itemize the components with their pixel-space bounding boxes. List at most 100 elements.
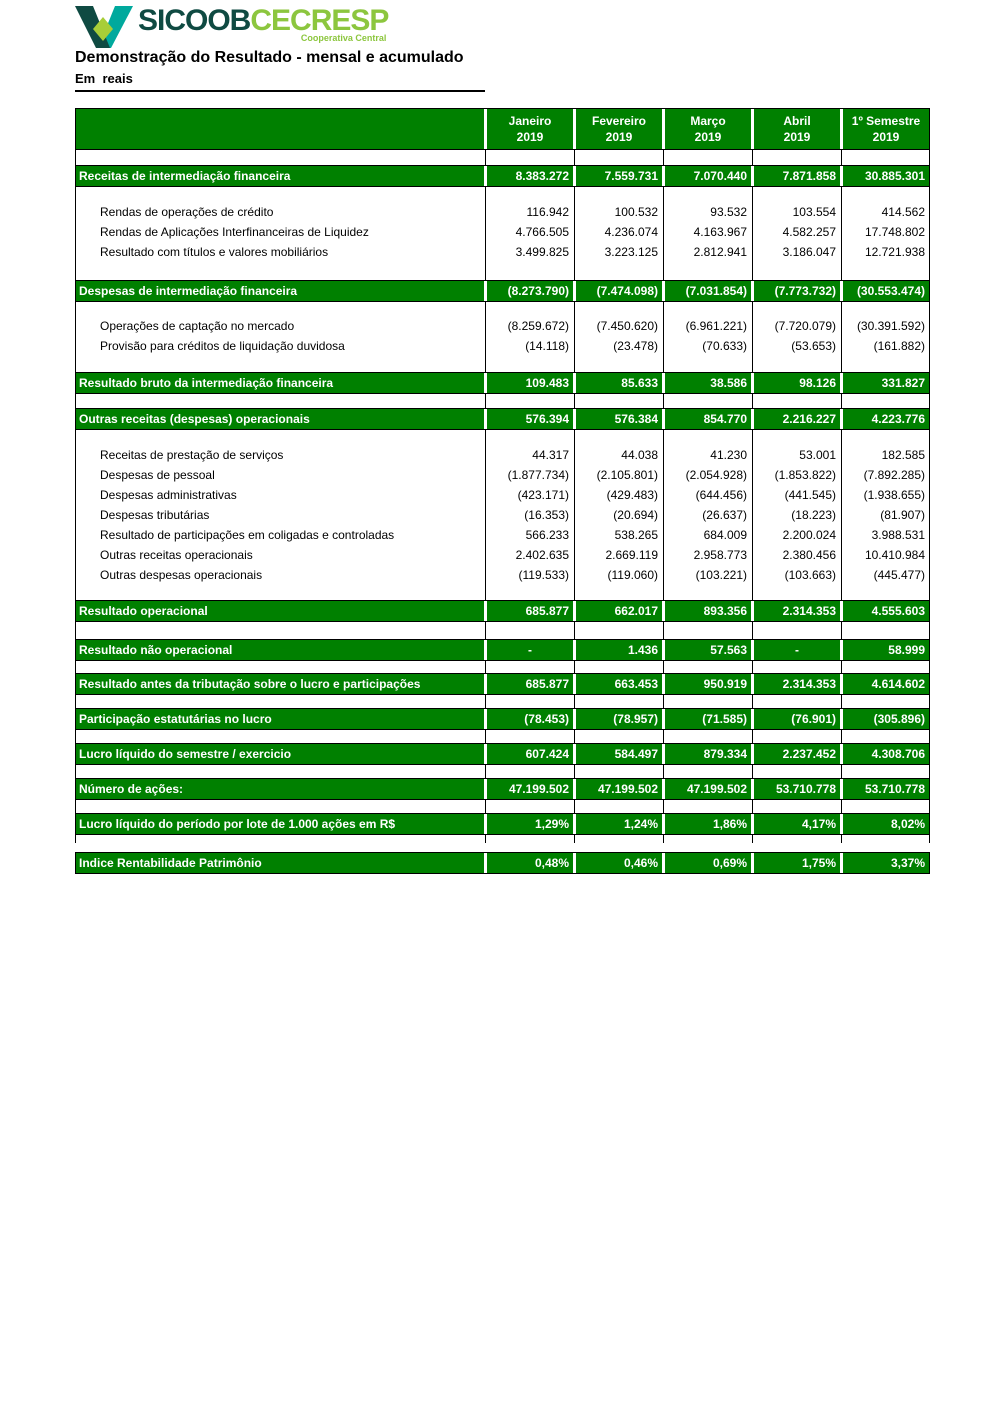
value-cell: 47.199.502 xyxy=(665,779,751,799)
column-separator xyxy=(840,674,843,694)
spacer-cell xyxy=(76,187,484,202)
brand-suffix-wrap: CECRESP Cooperativa Central xyxy=(250,4,389,43)
spacer-cell xyxy=(754,661,840,673)
value-cell: 2.958.773 xyxy=(693,548,747,562)
column-separator xyxy=(751,356,754,372)
column-separator xyxy=(751,779,754,799)
section-label: Resultado antes da tributação sobre o lu… xyxy=(76,674,484,694)
column-separator xyxy=(840,779,843,799)
value-cell: 53.710.778 xyxy=(843,779,929,799)
value-cell: 1,24% xyxy=(576,814,662,834)
column-separator xyxy=(662,222,665,242)
column-separator xyxy=(573,302,576,316)
spacer-cell xyxy=(487,394,573,408)
value-cell: 607.424 xyxy=(487,744,573,764)
header-label-cell xyxy=(76,109,484,149)
column-separator xyxy=(840,545,843,565)
column-separator xyxy=(573,409,576,429)
spacer-cell xyxy=(487,150,573,165)
value-cell: 44.317 xyxy=(532,448,569,462)
column-header-year: 2019 xyxy=(694,130,722,144)
column-separator xyxy=(662,765,665,778)
column-separator xyxy=(484,640,487,660)
column-header-month: Janeiro xyxy=(508,114,552,128)
column-separator xyxy=(662,166,665,186)
spacer-cell xyxy=(843,262,929,280)
detail-label: Operações de captação no mercado xyxy=(100,319,295,333)
value-cell: (2.105.801) xyxy=(596,468,658,482)
value-cell: 2.314.353 xyxy=(754,674,840,694)
column-separator xyxy=(840,585,843,600)
value-cell: 0,46% xyxy=(576,853,662,873)
column-separator xyxy=(573,744,576,764)
spacer-cell xyxy=(665,302,751,316)
section-row: Resultado bruto da intermediação finance… xyxy=(76,372,929,394)
detail-row: Outras despesas operacionais (119.533) (11… xyxy=(76,565,929,585)
column-separator xyxy=(840,853,843,873)
value-cell: 57.563 xyxy=(665,640,751,660)
value-cell: (2.054.928) xyxy=(685,468,747,482)
column-separator xyxy=(751,744,754,764)
column-separator xyxy=(662,835,665,843)
column-separator xyxy=(840,262,843,280)
value-cell: 662.017 xyxy=(576,601,662,621)
column-separator xyxy=(840,394,843,408)
column-separator xyxy=(751,485,754,505)
column-separator xyxy=(662,356,665,372)
value-cell: 4.766.505 xyxy=(515,225,569,239)
value-cell: 663.453 xyxy=(576,674,662,694)
spacer-row xyxy=(76,695,929,708)
column-separator xyxy=(484,744,487,764)
spacer-cell xyxy=(76,695,484,708)
column-separator xyxy=(751,800,754,813)
value-cell: 1,75% xyxy=(754,853,840,873)
column-separator xyxy=(840,485,843,505)
column-separator xyxy=(751,765,754,778)
section-row: Resultado antes da tributação sobre o lu… xyxy=(76,673,929,695)
spacer-cell xyxy=(665,730,751,743)
column-separator xyxy=(751,709,754,729)
column-separator xyxy=(484,765,487,778)
column-separator xyxy=(840,709,843,729)
column-separator xyxy=(662,779,665,799)
value-cell: (1.938.655) xyxy=(863,488,925,502)
value-cell: 3.499.825 xyxy=(515,245,569,259)
spacer-cell xyxy=(843,187,929,202)
value-cell: 53.001 xyxy=(799,448,836,462)
column-separator xyxy=(751,187,754,202)
detail-label: Despesas administrativas xyxy=(100,488,237,502)
detail-label: Outras despesas operacionais xyxy=(100,568,263,582)
detail-label: Resultado com títulos e valores mobiliár… xyxy=(100,245,329,259)
column-separator xyxy=(662,505,665,525)
spacer-row xyxy=(76,835,929,843)
table-footer: Indice Rentabilidade Patrimônio 0,48% 0,46… xyxy=(75,852,930,874)
column-separator xyxy=(751,202,754,222)
spacer-cell xyxy=(76,262,484,280)
column-separator xyxy=(573,465,576,485)
spacer-cell xyxy=(576,622,662,639)
column-separator xyxy=(573,485,576,505)
column-separator xyxy=(573,695,576,708)
column-separator xyxy=(573,505,576,525)
value-cell: (7.892.285) xyxy=(863,468,925,482)
section-label: Resultado não operacional xyxy=(76,640,484,660)
value-cell: (23.478) xyxy=(613,339,658,353)
column-separator xyxy=(573,814,576,834)
column-separator xyxy=(484,356,487,372)
detail-row: Rendas de operações de crédito 116.942 100… xyxy=(76,202,929,222)
spacer-cell xyxy=(754,585,840,600)
value-cell: (30.553.474) xyxy=(843,281,929,301)
column-separator xyxy=(840,835,843,843)
column-separator xyxy=(573,150,576,165)
table-header-row: Janeiro 2019 Fevereiro 2019 Março 2019 Abril 20… xyxy=(76,108,929,150)
column-header-month: 1º Semestre xyxy=(851,114,921,128)
column-separator xyxy=(573,202,576,222)
column-separator xyxy=(484,835,487,843)
detail-row: Despesas administrativas (423.171) (429.48… xyxy=(76,485,929,505)
value-cell: 12.721.938 xyxy=(864,245,925,259)
section-label: Resultado bruto da intermediação finance… xyxy=(76,373,484,393)
column-separator xyxy=(840,373,843,393)
column-separator xyxy=(484,445,487,465)
spacer-row xyxy=(76,394,929,408)
value-cell: 53.710.778 xyxy=(754,779,840,799)
